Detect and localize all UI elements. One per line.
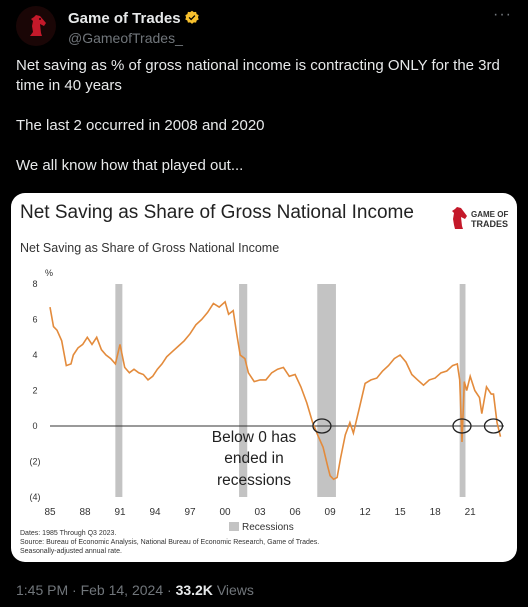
highlight-circle <box>452 418 472 434</box>
author-name[interactable]: Game of Trades <box>68 10 200 27</box>
recession-band <box>239 284 248 497</box>
logo-text-line2: TRADES <box>471 219 508 229</box>
highlight-circle <box>312 418 332 434</box>
x-tick-label: 03 <box>255 507 267 518</box>
views-count: 33.2K <box>175 582 213 598</box>
highlight-circle <box>483 418 504 434</box>
views-label: Views <box>216 582 254 598</box>
annotation-line-2: ended in <box>224 450 283 467</box>
x-tick-label: 85 <box>44 507 56 518</box>
tweet-header: Game of Trades @GameofTrades_ ··· <box>16 6 512 46</box>
logo-text-line1: GAME OF <box>471 210 508 219</box>
y-tick-label: 8 <box>32 279 37 289</box>
tweet-paragraph: The last 2 occurred in 2008 and 2020 <box>16 117 265 134</box>
chart-note-seasonal: Seasonally-adjusted annual rate. <box>20 548 122 555</box>
tweet-time[interactable]: 1:45 PM <box>16 582 69 598</box>
tweet-paragraph: Net saving as % of gross national income… <box>16 57 500 94</box>
highlight-circles <box>312 418 504 434</box>
tweet-image[interactable]: Net Saving as Share of Gross National In… <box>11 193 517 562</box>
legend-swatch <box>229 522 239 531</box>
legend-label: Recessions <box>242 522 294 533</box>
game-of-trades-logo: GAME OF TRADES <box>452 207 508 229</box>
x-tick-label: 00 <box>220 507 232 518</box>
separator: · <box>167 582 172 598</box>
tweet-footer: 1:45 PM · Feb 14, 2024 · 33.2K Views <box>16 582 254 598</box>
tweet-paragraph: We all know how that played out... <box>16 157 244 174</box>
net-saving-chart: Net Saving as Share of Gross National In… <box>20 202 508 555</box>
chart-title: Net Saving as Share of Gross National In… <box>20 202 414 223</box>
knight-logo-icon <box>30 15 46 36</box>
y-tick-label: 2 <box>32 386 37 396</box>
chart-subtitle: Net Saving as Share of Gross National In… <box>20 241 279 255</box>
author-avatar[interactable] <box>16 6 56 46</box>
x-tick-label: 12 <box>360 507 372 518</box>
x-tick-label: 21 <box>465 507 477 518</box>
y-tick-label: 0 <box>32 421 37 431</box>
y-tick-label: (2) <box>30 457 41 467</box>
chart-note-source: Source: Bureau of Economic Analysis, Nat… <box>20 539 319 546</box>
recession-bands <box>115 284 466 497</box>
y-tick-label: 6 <box>32 315 37 325</box>
verified-badge-icon <box>184 10 199 24</box>
series-line <box>49 300 502 481</box>
x-tick-label: 06 <box>290 507 302 518</box>
y-tick-label: (4) <box>30 492 41 502</box>
x-tick-label: 94 <box>149 507 161 518</box>
more-options-icon[interactable]: ··· <box>493 6 512 23</box>
y-unit-label: % <box>45 268 53 278</box>
x-tick-label: 09 <box>325 507 337 518</box>
x-tick-label: 97 <box>184 507 196 518</box>
author-handle[interactable]: @GameofTrades_ <box>68 30 183 46</box>
chart-note-dates: Dates: 1985 Through Q3 2023. <box>20 530 116 537</box>
x-tick-label: 88 <box>79 507 91 518</box>
y-tick-label: 4 <box>32 350 37 360</box>
annotation-line-3: recessions <box>217 472 291 489</box>
y-axis: 8 6 4 2 0 (2) (4) <box>30 279 41 502</box>
x-tick-label: 15 <box>395 507 407 518</box>
x-tick-label: 18 <box>430 507 442 518</box>
annotation-line-1: Below 0 has <box>212 429 297 446</box>
separator: · <box>72 582 77 598</box>
x-tick-label: 91 <box>114 507 126 518</box>
tweet-text: Net saving as % of gross national income… <box>16 56 516 176</box>
x-axis: 85 88 91 94 97 00 03 06 09 12 15 18 21 <box>44 507 476 518</box>
recession-band <box>115 284 123 497</box>
tweet-date[interactable]: Feb 14, 2024 <box>80 582 164 598</box>
recession-band <box>459 284 466 497</box>
